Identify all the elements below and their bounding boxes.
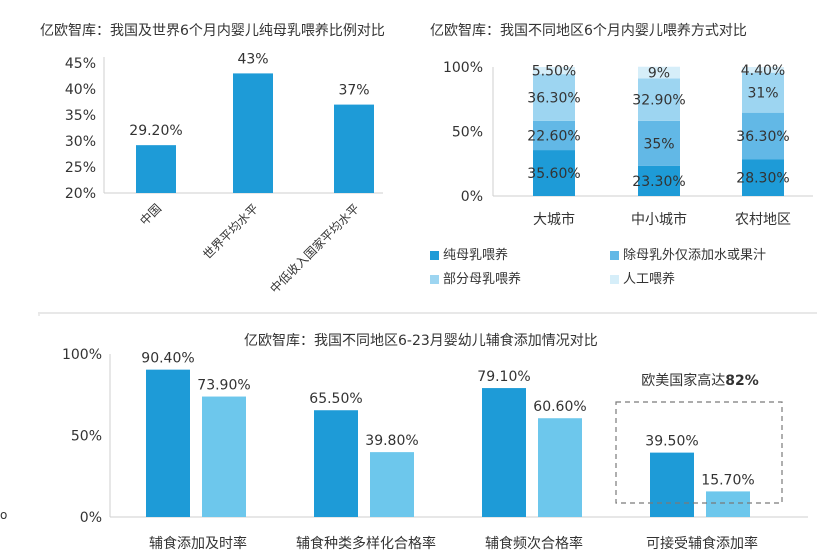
seg-label-2-0: 36.30%: [527, 91, 580, 107]
y-tick-label: 0%: [461, 189, 483, 205]
stack-seg-1-2: [742, 112, 784, 160]
seg-label-2-1: 32.90%: [632, 93, 685, 109]
complementary-food-chart: 100% 50% 0% 90.40%73.90% 辅食添加及时率 65.50% 39.80%…: [62, 347, 808, 552]
chart3-title: 亿欧智库：我国不同地区6-23月婴幼儿辅食添加情况对比: [244, 333, 598, 349]
y-tick-label: 50%: [452, 125, 483, 141]
y-tick-label: 45%: [65, 56, 96, 72]
y-tick-label: 30%: [65, 134, 96, 150]
bar-0-2: [482, 388, 526, 517]
top-panel: 亿欧智库：我国及世界6个月内婴儿纯母乳喂养比例对比 亿欧智库：我国不同地区6个月…: [38, 0, 817, 314]
annotation-text: 欧美国家高达82%: [641, 372, 759, 389]
stack-seg-3-1: [638, 66, 680, 79]
x-tick-label-1: 辅食种类多样化合格率: [296, 535, 436, 552]
stack-seg-0-1: [638, 165, 680, 196]
stack-seg-1-1: [638, 120, 680, 166]
bar-1: [233, 73, 273, 193]
chart1-title: 亿欧智库：我国及世界6个月内婴儿纯母乳喂养比例对比: [40, 23, 385, 39]
seg-label-0-0: 35.60%: [527, 166, 580, 182]
legend-label-2: 部分母乳喂养: [443, 272, 522, 287]
data-label-0-2: 79.10%: [477, 369, 530, 385]
data-label-1-1: 39.80%: [365, 433, 418, 449]
left-panel-edge: o: [0, 0, 40, 559]
stack-seg-0-0: [533, 150, 575, 196]
seg-label-3-0: 5.50%: [532, 64, 576, 80]
legend-swatch-3: [610, 275, 619, 284]
x-tick-label-3: 可接受辅食添加率: [646, 535, 758, 552]
seg-label-1-1: 35%: [643, 136, 674, 152]
seg-label-1-2: 36.30%: [736, 129, 789, 145]
chart2-title: 亿欧智库：我国不同地区6个月内婴儿喂养方式对比: [430, 23, 747, 39]
x-tick-label-1: 中小城市: [631, 211, 687, 228]
left-fragment-text: o: [0, 508, 8, 522]
y-tick-label: 25%: [65, 160, 96, 176]
y-tick-label: 40%: [65, 82, 96, 98]
bar-0: [136, 145, 176, 193]
data-label-1-2: 60.60%: [533, 399, 586, 415]
data-label-0: 29.20%: [129, 123, 182, 139]
seg-label-0-1: 23.30%: [632, 174, 685, 190]
legend-item-0: 纯母乳喂养: [430, 244, 508, 263]
y-tick-label: 50%: [71, 429, 102, 445]
legend-label-3: 人工喂养: [623, 272, 676, 287]
x-tick-label-0: 大城市: [533, 211, 575, 228]
x-tick-label-2: 农村地区: [735, 212, 791, 228]
stack-seg-2-2: [742, 72, 784, 113]
stack-seg-0-2: [742, 159, 784, 196]
y-tick-label: 20%: [65, 186, 96, 202]
data-label-2: 37%: [338, 83, 369, 99]
legend-label-0: 纯母乳喂养: [443, 248, 509, 263]
seg-label-1-0: 22.60%: [527, 128, 580, 144]
legend-item-1: 除母乳外仅添加水或果汁: [610, 244, 766, 263]
y-tick-label: 35%: [65, 108, 96, 124]
bar-1-1: [370, 452, 414, 517]
data-label-1-3: 15.70%: [701, 472, 754, 488]
y-tick-label: 100%: [443, 60, 483, 76]
x-tick-label-1: 世界平均水平: [200, 201, 261, 262]
highlight-dashed-box: [615, 401, 783, 504]
data-label-1: 43%: [237, 51, 268, 67]
seg-label-3-1: 9%: [648, 66, 670, 82]
x-tick-label-0: 辅食添加及时率: [149, 535, 247, 552]
stack-seg-3-0: [533, 67, 575, 75]
bar-0-1: [314, 410, 358, 517]
x-tick-label-2: 中低收入国家平均水平: [267, 201, 362, 296]
data-label-1-0: 73.90%: [197, 378, 250, 394]
bar-0-3: [650, 452, 694, 517]
bottom-panel: 亿欧智库：我国不同地区6-23月婴幼儿辅食添加情况对比 100% 50% 0% 90.…: [38, 316, 817, 559]
legend-swatch-2: [430, 275, 439, 284]
seg-label-0-2: 28.30%: [736, 171, 789, 187]
legend-swatch-1: [610, 251, 619, 260]
y-tick-label: 0%: [80, 510, 102, 526]
stack-seg-2-0: [533, 74, 575, 121]
data-label-0-3: 39.50%: [645, 434, 698, 450]
annotation-value: 82%: [725, 373, 759, 389]
seg-label-2-2: 31%: [747, 86, 778, 102]
bar-0-0: [146, 369, 190, 517]
y-tick-label: 100%: [62, 347, 102, 363]
legend-item-3: 人工喂养: [610, 268, 675, 287]
x-tick-label-0: 中国: [137, 201, 165, 229]
bar-1-2: [538, 418, 582, 517]
data-label-0-1: 65.50%: [309, 391, 362, 407]
annotation-prefix: 欧美国家高达: [641, 372, 725, 389]
feeding-method-region-chart: 100% 50% 0% 35.60% 22.60% 36.30% 5.50% 大城市 23.30…: [443, 60, 813, 228]
legend-item-2: 部分母乳喂养: [430, 268, 521, 287]
bar-1-0: [202, 396, 246, 517]
legend-label-1: 除母乳外仅添加水或果汁: [623, 248, 767, 263]
bar-2: [334, 104, 374, 193]
legend-swatch-0: [430, 251, 439, 260]
bar-1-3: [706, 491, 750, 517]
breastfeeding-world-chart: 45% 40% 35% 30% 25% 20% 29.20% 中国 43% 世界平均水平 37% 中低…: [65, 51, 383, 296]
seg-label-3-2: 4.40%: [741, 63, 785, 79]
stack-seg-3-2: [742, 67, 784, 73]
x-tick-label-2: 辅食频次合格率: [485, 535, 583, 552]
stack-seg-2-1: [638, 78, 680, 121]
data-label-0-0: 90.40%: [141, 351, 194, 367]
stack-seg-1-0: [533, 120, 575, 151]
